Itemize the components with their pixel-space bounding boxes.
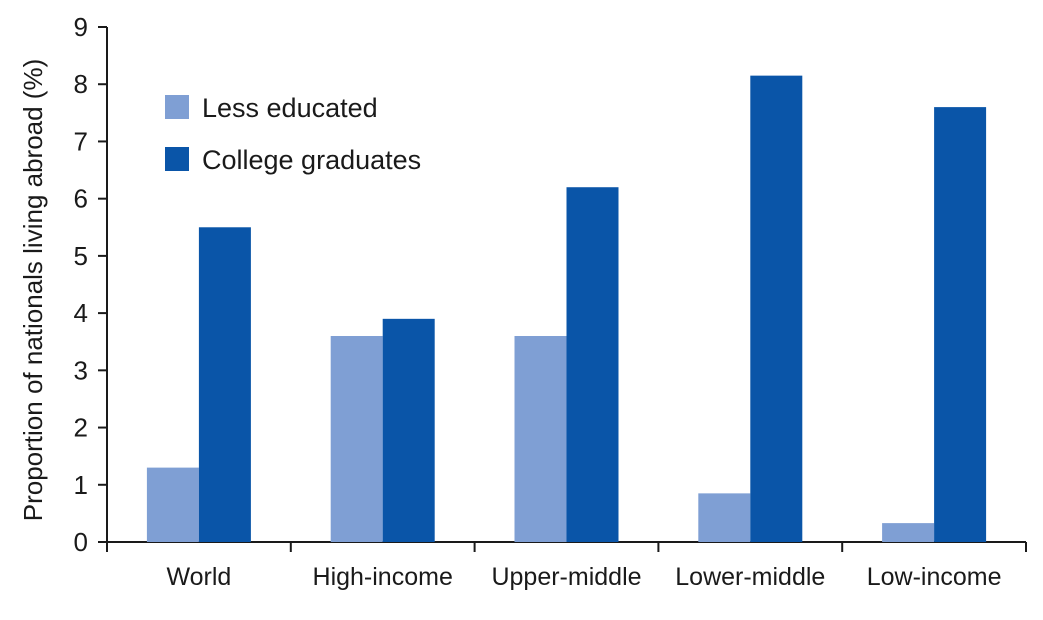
bar-lower-middle-college-graduates: [750, 75, 803, 542]
bar-upper-middle-college-graduates: [566, 187, 619, 542]
x-tick-label-lower-middle: Lower-middle: [675, 563, 825, 591]
x-tick-label-upper-middle: Upper-middle: [491, 563, 641, 591]
legend-label-college-graduates: College graduates: [202, 145, 421, 175]
bars: [146, 75, 987, 542]
legend: Less educated College graduates: [165, 93, 421, 175]
y-tick-label-4: 4: [74, 298, 88, 328]
bar-upper-middle-less-educated: [514, 336, 567, 542]
x-axis: [106, 541, 1027, 552]
y-tick-label-6: 6: [74, 184, 88, 214]
x-tick-label-world: World: [166, 563, 231, 591]
bar-world-less-educated: [146, 467, 199, 542]
y-tick-label-5: 5: [74, 241, 88, 271]
bar-high-income-college-graduates: [382, 318, 435, 542]
y-tick-label-0: 0: [74, 527, 88, 557]
x-tick-label-low-income: Low-income: [867, 563, 1002, 591]
y-axis-title: Proportion of nationals living abroad (%…: [18, 59, 48, 521]
x-tick-label-high-income: High-income: [313, 563, 453, 591]
y-tick-label-8: 8: [74, 69, 88, 99]
y-tick-label-1: 1: [74, 470, 88, 500]
legend-label-less-educated: Less educated: [202, 93, 378, 123]
bar-low-income-college-graduates: [934, 107, 987, 542]
bar-world-college-graduates: [198, 227, 251, 542]
bar-high-income-less-educated: [330, 336, 383, 542]
legend-swatch-less-educated: [165, 95, 189, 119]
y-ticks: 0 1 2 3 4 5 6 7 8 9: [74, 12, 107, 557]
y-tick-label-2: 2: [74, 413, 88, 443]
legend-swatch-college-graduates: [165, 147, 189, 171]
y-tick-label-3: 3: [74, 355, 88, 385]
y-tick-label-7: 7: [74, 126, 88, 156]
category-labels: World High-income Upper-middle Lower-middle…: [166, 563, 1001, 591]
bar-low-income-less-educated: [882, 523, 935, 542]
y-tick-label-9: 9: [74, 12, 88, 42]
bar-lower-middle-less-educated: [698, 493, 751, 542]
